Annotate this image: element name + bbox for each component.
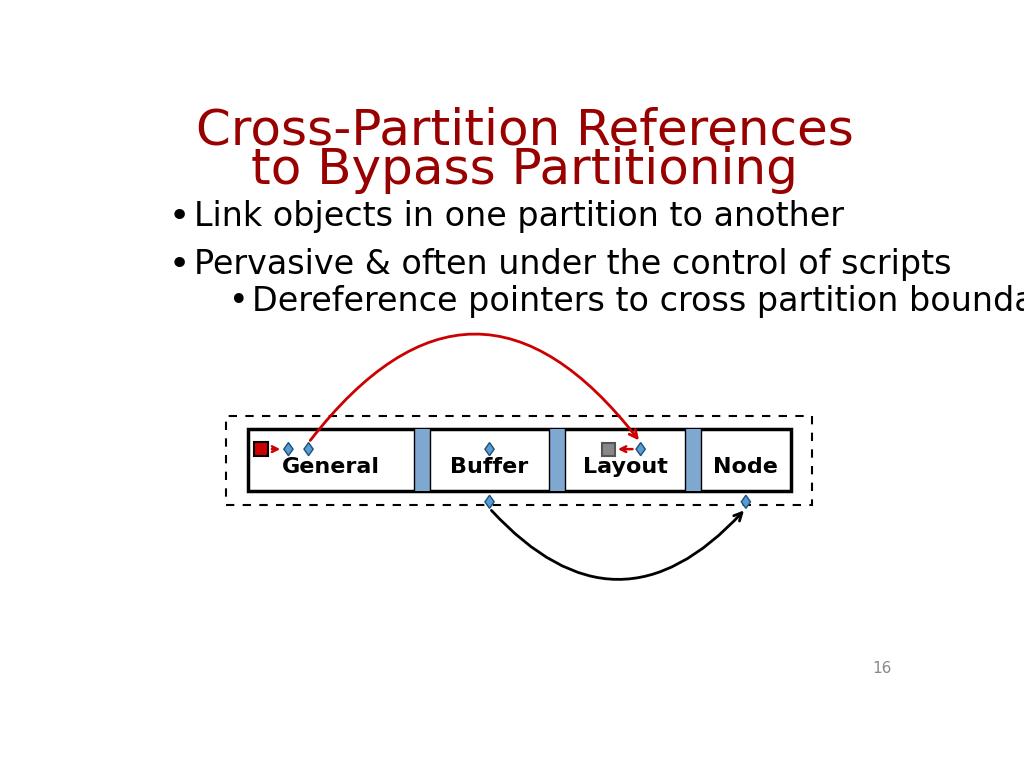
FancyArrowPatch shape <box>310 334 637 440</box>
Text: •: • <box>228 285 249 318</box>
Polygon shape <box>485 495 495 508</box>
Text: Buffer: Buffer <box>451 458 528 478</box>
Polygon shape <box>304 442 313 455</box>
Polygon shape <box>636 442 645 455</box>
Text: General: General <box>282 458 380 478</box>
Bar <box>414 429 430 491</box>
Text: •: • <box>168 200 189 234</box>
Text: Cross-Partition References: Cross-Partition References <box>196 106 854 154</box>
Bar <box>248 429 791 491</box>
Bar <box>601 442 614 455</box>
Bar <box>685 429 701 491</box>
Text: Dereference pointers to cross partition boundaries: Dereference pointers to cross partition … <box>252 285 1024 318</box>
Bar <box>549 429 565 491</box>
Text: Link objects in one partition to another: Link objects in one partition to another <box>194 200 844 233</box>
Bar <box>254 442 268 456</box>
FancyArrowPatch shape <box>492 511 741 579</box>
Polygon shape <box>741 495 751 508</box>
Text: Layout: Layout <box>583 458 668 478</box>
Text: Node: Node <box>714 458 778 478</box>
Text: Pervasive & often under the control of scripts: Pervasive & often under the control of s… <box>194 249 951 281</box>
Text: to Bypass Partitioning: to Bypass Partitioning <box>251 146 799 194</box>
Text: •: • <box>168 249 189 283</box>
Polygon shape <box>284 442 293 455</box>
Text: 16: 16 <box>872 660 891 676</box>
Polygon shape <box>485 442 495 455</box>
